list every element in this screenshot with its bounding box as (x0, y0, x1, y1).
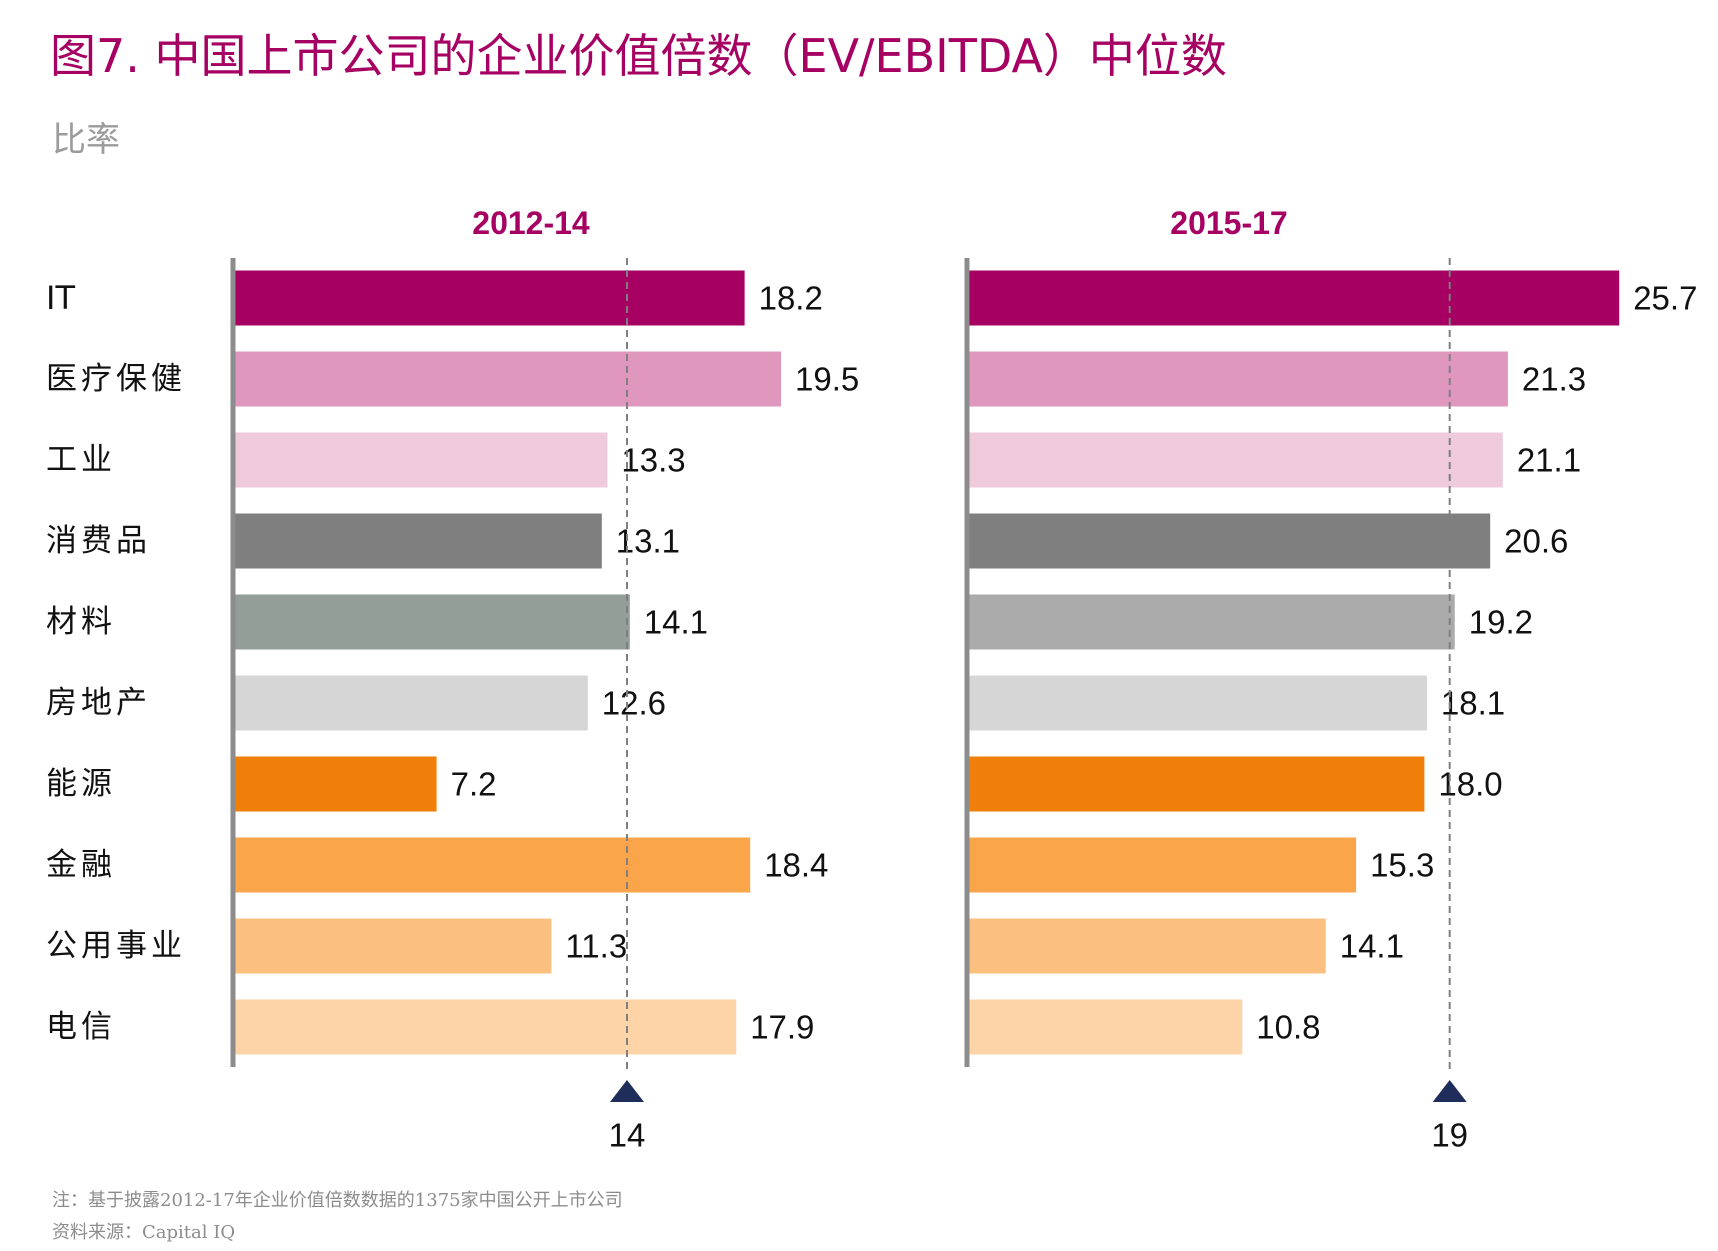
median-marker (610, 1080, 644, 1102)
bar (969, 999, 1243, 1055)
chart-subtitle: 比率 (52, 120, 120, 160)
bar (969, 351, 1508, 407)
panel-title: 2015-17 (1170, 205, 1287, 241)
value-label: 18.0 (1438, 766, 1502, 803)
bar (969, 918, 1326, 974)
value-label: 21.1 (1517, 442, 1581, 479)
footnote-note: 注：基于披露2012-17年企业价值倍数数据的1375家中国公开上市公司 (52, 1190, 623, 1211)
category-label: 医疗保健 (46, 361, 186, 397)
category-label: 房地产 (46, 685, 151, 721)
bar (235, 675, 588, 731)
value-label: 10.8 (1256, 1009, 1320, 1046)
bar (969, 594, 1455, 650)
value-label: 17.9 (750, 1009, 814, 1046)
bar (235, 270, 745, 326)
category-label: 消费品 (46, 523, 151, 559)
panel-title: 2012-14 (472, 205, 590, 241)
value-label: 12.6 (602, 685, 666, 722)
bar (969, 513, 1491, 569)
footnote-source: 资料来源：Capital IQ (52, 1222, 236, 1243)
value-label: 15.3 (1370, 847, 1434, 884)
median-label: 14 (609, 1117, 646, 1154)
median-marker (1432, 1080, 1467, 1102)
category-label: 电信 (46, 1009, 116, 1045)
bar (969, 675, 1427, 731)
bar (235, 756, 437, 812)
bar (969, 837, 1357, 893)
bar (235, 594, 630, 650)
bar (969, 432, 1503, 488)
category-label: 公用事业 (46, 928, 186, 964)
value-label: 7.2 (451, 766, 497, 803)
value-label: 25.7 (1633, 280, 1697, 317)
value-label: 13.3 (621, 442, 685, 479)
value-label: 11.3 (565, 928, 627, 965)
bar (235, 837, 751, 893)
value-label: 18.2 (759, 280, 823, 317)
value-label: 20.6 (1504, 523, 1568, 560)
value-label: 14.1 (644, 604, 708, 641)
bar (969, 756, 1425, 812)
value-label: 18.1 (1441, 685, 1505, 722)
value-label: 19.2 (1469, 604, 1533, 641)
bar (235, 432, 608, 488)
value-label: 18.4 (764, 847, 828, 884)
bar (235, 351, 781, 407)
value-label: 14.1 (1340, 928, 1404, 965)
value-label: 13.1 (616, 523, 680, 560)
bar (969, 270, 1620, 326)
category-label: 金融 (46, 847, 116, 883)
median-label: 19 (1431, 1117, 1468, 1154)
category-label: 能源 (46, 766, 116, 802)
bar (235, 999, 737, 1055)
value-label: 21.3 (1522, 361, 1586, 398)
category-label: IT (46, 279, 75, 317)
category-label: 材料 (46, 604, 116, 640)
bar (235, 918, 552, 974)
bar (235, 513, 602, 569)
category-label: 工业 (46, 442, 116, 478)
value-label: 19.5 (795, 361, 859, 398)
page-title: 图7. 中国上市公司的企业价值倍数（EV/EBITDA）中位数 (50, 29, 1227, 83)
